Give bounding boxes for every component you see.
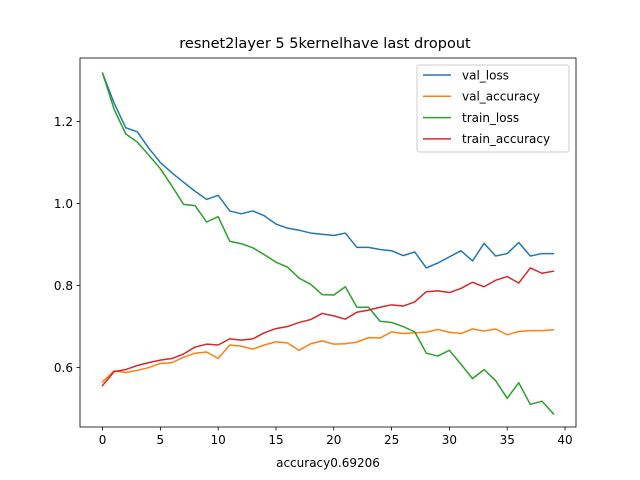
legend-label-train-loss: train_loss: [462, 111, 519, 125]
x-tick-label: 25: [384, 433, 399, 447]
y-tick-label: 1.2: [54, 115, 73, 129]
series-line-train-accuracy: [101, 267, 555, 387]
series-line-val-loss: [101, 72, 555, 269]
x-tick-label: 40: [557, 433, 572, 447]
y-tick-label: 0.8: [54, 279, 73, 293]
y-tick-label: 1.0: [54, 197, 73, 211]
x-tick-label: 10: [211, 433, 226, 447]
chart-title: resnet2layer 5 5kernelhave last dropout: [179, 36, 471, 52]
plot-area: [79, 57, 577, 428]
y-axis: 0.6 0.8 1.0 1.2: [54, 115, 80, 375]
x-tick-label: 15: [268, 433, 283, 447]
legend-label-train-accuracy: train_accuracy: [462, 132, 550, 146]
series-line-train-loss: [101, 72, 555, 415]
legend-label-val-accuracy: val_accuracy: [462, 90, 540, 104]
x-tick-label: 5: [157, 433, 165, 447]
axes-frame: [79, 57, 577, 428]
legend-label-val-loss: val_loss: [462, 68, 509, 82]
x-axis-label: accuracy0.69206: [276, 456, 380, 470]
legend-box: [416, 64, 570, 153]
legend: val_loss val_accuracy train_loss train_accu…: [416, 64, 570, 153]
x-tick-label: 20: [326, 433, 341, 447]
series-line-val-accuracy: [101, 328, 555, 383]
x-axis: 0 5 10 15 20 25 30 35 40: [99, 427, 573, 447]
y-tick-label: 0.6: [54, 361, 73, 375]
x-tick-label: 30: [442, 433, 457, 447]
x-tick-label: 0: [99, 433, 107, 447]
x-tick-label: 35: [500, 433, 515, 447]
